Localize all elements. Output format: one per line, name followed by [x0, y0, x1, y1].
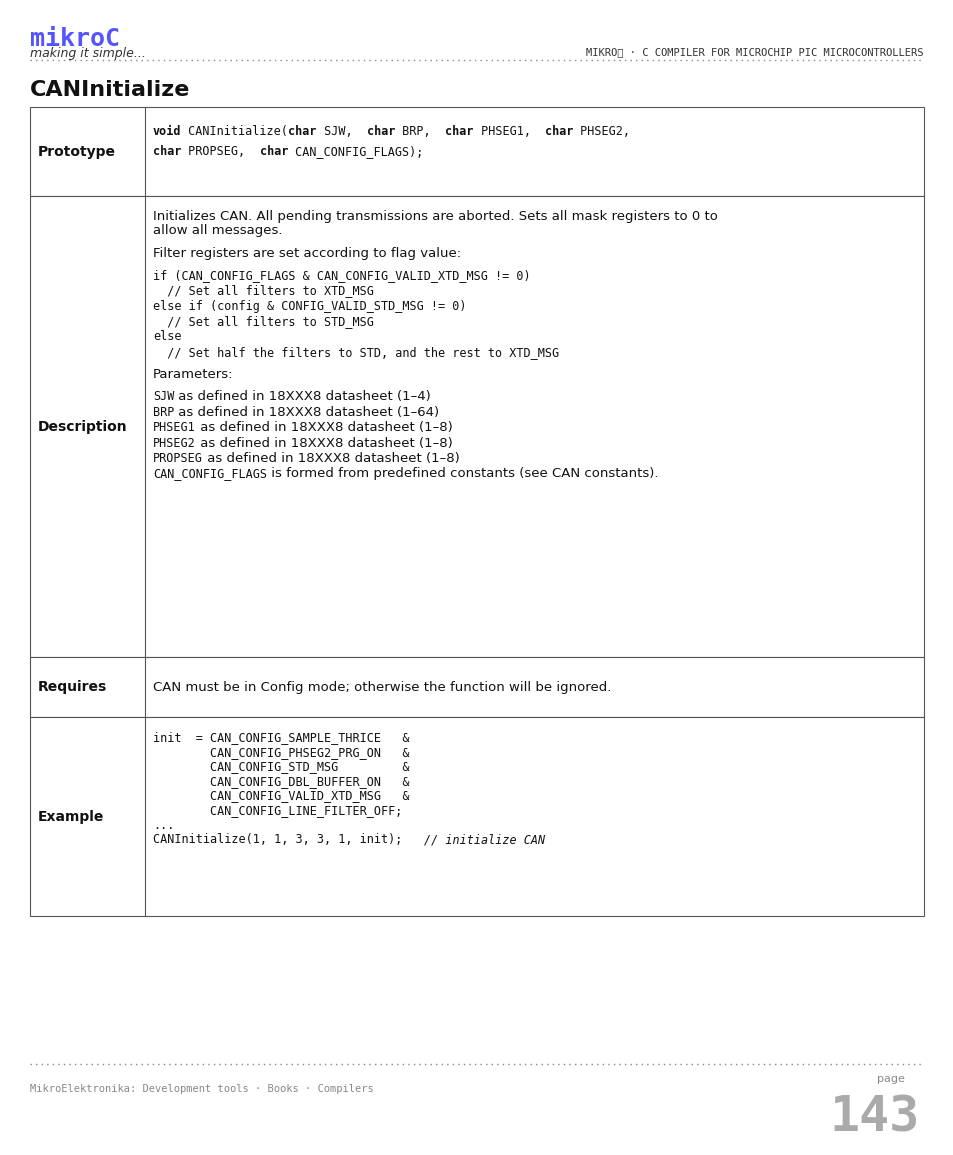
Text: // Set all filters to STD_MSG: // Set all filters to STD_MSG [152, 315, 374, 328]
Bar [30, 106, 923, 196]
Text: page: page [876, 1074, 904, 1083]
Text: Filter registers are set according to flag value:: Filter registers are set according to fl… [152, 247, 460, 260]
Text: else: else [152, 330, 181, 343]
Text: CAN_CONFIG_LINE_FILTER_OFF;: CAN_CONFIG_LINE_FILTER_OFF; [152, 804, 402, 818]
Text: PHSEG1: PHSEG1 [152, 422, 195, 434]
Text: // Set all filters to XTD_MSG: // Set all filters to XTD_MSG [152, 284, 374, 297]
Text: as defined in 18XXX8 datasheet (1–8): as defined in 18XXX8 datasheet (1–8) [195, 422, 452, 434]
Text: char: char [152, 144, 181, 157]
Text: Requires: Requires [38, 680, 107, 694]
Text: as defined in 18XXX8 datasheet (1–8): as defined in 18XXX8 datasheet (1–8) [195, 437, 452, 449]
Text: init  = CAN_CONFIG_SAMPLE_THRICE   &: init = CAN_CONFIG_SAMPLE_THRICE & [152, 731, 409, 744]
Bar [30, 657, 923, 717]
Text: void: void [152, 125, 181, 137]
Text: PROPSEG: PROPSEG [152, 452, 203, 465]
Text: as defined in 18XXX8 datasheet (1–4): as defined in 18XXX8 datasheet (1–4) [174, 390, 431, 403]
Text: making it simple...: making it simple... [30, 47, 146, 60]
Bar [30, 196, 923, 657]
Text: char: char [288, 125, 316, 137]
Text: PROPSEG,: PROPSEG, [181, 144, 259, 157]
Text: CAN_CONFIG_VALID_XTD_MSG   &: CAN_CONFIG_VALID_XTD_MSG & [152, 790, 409, 803]
Text: CANInitialize: CANInitialize [30, 80, 191, 99]
Text: PHSEG2,: PHSEG2, [573, 125, 630, 137]
Text: char: char [445, 125, 473, 137]
Text: // Set half the filters to STD, and the rest to XTD_MSG: // Set half the filters to STD, and the … [152, 345, 558, 359]
Text: char: char [259, 144, 288, 157]
Text: CAN_CONFIG_STD_MSG         &: CAN_CONFIG_STD_MSG & [152, 760, 409, 773]
Text: Prototype: Prototype [38, 144, 116, 158]
Text: char: char [366, 125, 395, 137]
Text: BRP,: BRP, [395, 125, 445, 137]
Text: CANInitialize(: CANInitialize( [181, 125, 288, 137]
Text: is formed from predefined constants (see CAN constants).: is formed from predefined constants (see… [267, 468, 658, 480]
Text: allow all messages.: allow all messages. [152, 224, 282, 237]
Text: Description: Description [38, 419, 128, 434]
Text: SJW: SJW [152, 390, 174, 403]
Text: if (CAN_CONFIG_FLAGS & CAN_CONFIG_VALID_XTD_MSG != 0): if (CAN_CONFIG_FLAGS & CAN_CONFIG_VALID_… [152, 269, 530, 282]
Text: CAN_CONFIG_DBL_BUFFER_ON   &: CAN_CONFIG_DBL_BUFFER_ON & [152, 775, 409, 788]
Text: as defined in 18XXX8 datasheet (1–8): as defined in 18XXX8 datasheet (1–8) [203, 452, 459, 465]
Text: MikroElektronika: Development tools · Books · Compilers: MikroElektronika: Development tools · Bo… [30, 1083, 374, 1094]
Text: // initialize CAN: // initialize CAN [423, 834, 544, 847]
Text: MIKROᴄ · C COMPILER FOR MICROCHIP PIC MICROCONTROLLERS: MIKROᴄ · C COMPILER FOR MICROCHIP PIC MI… [586, 47, 923, 57]
Text: char: char [544, 125, 573, 137]
Text: CANInitialize(1, 1, 3, 3, 1, init);: CANInitialize(1, 1, 3, 3, 1, init); [152, 834, 423, 847]
Bar [30, 717, 923, 916]
Text: PHSEG2: PHSEG2 [152, 437, 195, 449]
Text: CAN_CONFIG_FLAGS: CAN_CONFIG_FLAGS [152, 468, 267, 480]
Text: CAN must be in Config mode; otherwise the function will be ignored.: CAN must be in Config mode; otherwise th… [152, 680, 611, 693]
Text: BRP: BRP [152, 405, 174, 419]
Text: PHSEG1,: PHSEG1, [473, 125, 544, 137]
Text: CAN_CONFIG_FLAGS);: CAN_CONFIG_FLAGS); [288, 144, 423, 157]
Text: 143: 143 [829, 1094, 919, 1142]
Text: else if (config & CONFIG_VALID_STD_MSG != 0): else if (config & CONFIG_VALID_STD_MSG !… [152, 300, 466, 313]
Text: as defined in 18XXX8 datasheet (1–64): as defined in 18XXX8 datasheet (1–64) [174, 405, 439, 419]
Text: mikroC: mikroC [30, 27, 120, 51]
Text: Parameters:: Parameters: [152, 368, 233, 381]
Text: ...: ... [152, 819, 174, 832]
Text: SJW,: SJW, [316, 125, 366, 137]
Text: Initializes CAN. All pending transmissions are aborted. Sets all mask registers : Initializes CAN. All pending transmissio… [152, 210, 717, 223]
Text: CAN_CONFIG_PHSEG2_PRG_ON   &: CAN_CONFIG_PHSEG2_PRG_ON & [152, 745, 409, 759]
Text: Example: Example [38, 810, 104, 824]
